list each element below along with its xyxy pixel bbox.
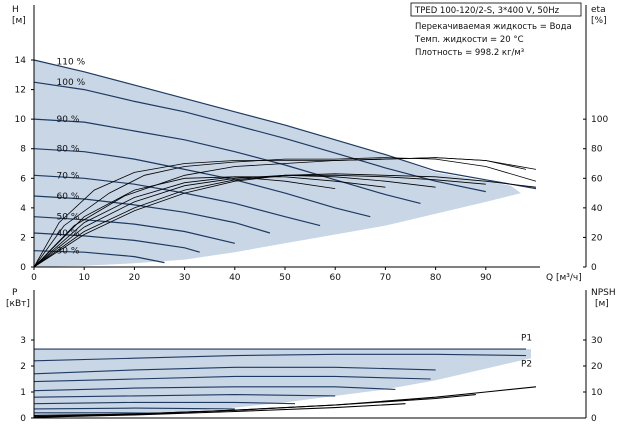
speed-label: 80 % <box>57 145 80 155</box>
speed-label: 90 % <box>57 115 80 125</box>
x-tick-label: 20 <box>129 273 141 283</box>
head-curve <box>33 216 235 244</box>
head-axes: 0 10 20 30 40 50 60 70 80 90024681012140204060801… <box>15 5 608 283</box>
npsh-tick-label: 20 <box>591 362 603 372</box>
npsh-y-unit: [м] <box>595 299 609 309</box>
eta-y-label: eta <box>591 5 606 15</box>
npsh-curves <box>33 386 537 418</box>
head-curve <box>33 232 200 253</box>
x-tick-label: 40 <box>229 273 241 283</box>
head-curve <box>33 148 371 218</box>
y-tick-label: 2 <box>20 233 26 243</box>
speed-label: 50 % <box>57 213 80 223</box>
x-tick-label: 0 <box>31 273 37 283</box>
p1-label: P1 <box>521 334 532 344</box>
eta-tick-label: 20 <box>591 233 603 243</box>
power-y-tick-label: 2 <box>20 362 26 372</box>
x-tick-label: 60 <box>329 273 341 283</box>
efficiency-curves <box>33 157 537 268</box>
power-curves <box>33 348 527 414</box>
power-curve <box>33 407 235 410</box>
power-y-tick-label: 1 <box>20 388 26 398</box>
power-curve <box>33 366 436 375</box>
power-curve <box>33 353 527 362</box>
speed-label: 60 % <box>57 192 80 202</box>
flow-x-label: Q [м³/ч] <box>546 273 582 283</box>
y-tick-label: 10 <box>15 115 27 125</box>
power-curve <box>33 375 431 383</box>
y-tick-label: 4 <box>20 204 26 214</box>
eta-tick-label: 40 <box>591 204 603 214</box>
x-tick-label: 70 <box>380 273 392 283</box>
npsh-tick-label: 10 <box>591 388 603 398</box>
efficiency-curve <box>33 174 486 268</box>
head-y-unit: [м] <box>12 16 26 26</box>
power-y-unit: [кВт] <box>6 299 30 309</box>
eta-tick-label: 0 <box>591 263 597 273</box>
power-y-tick-label: 3 <box>20 336 26 346</box>
head-curves <box>33 59 537 264</box>
head-curve <box>33 195 271 234</box>
power-y-label: P <box>12 288 18 298</box>
power-curve <box>33 401 296 405</box>
npsh-tick-label: 0 <box>591 414 597 424</box>
efficiency-curve <box>33 174 436 268</box>
speed-label: 70 % <box>57 171 80 181</box>
x-tick-label: 30 <box>179 273 191 283</box>
head-curve <box>33 81 486 193</box>
y-tick-label: 12 <box>15 86 26 96</box>
head-y-label: H <box>12 5 19 15</box>
speed-label: 110 % <box>57 57 86 67</box>
x-tick-label: 90 <box>480 273 492 283</box>
head-curve <box>33 250 165 264</box>
p2-label: P2 <box>521 360 532 370</box>
speed-label: 100 % <box>57 78 86 88</box>
density-info: Плотность = 998.2 кг/м³ <box>415 48 524 58</box>
speed-labels: 110 % 100 % 90 % 80 % 70 % 60 % 50 % 40 % 30 % <box>57 57 86 256</box>
x-tick-label: 50 <box>279 273 291 283</box>
npsh-tick-label: 30 <box>591 336 603 346</box>
npsh-y-label: NPSH <box>591 288 616 298</box>
eta-tick-label: 60 <box>591 174 603 184</box>
efficiency-curve <box>33 176 386 268</box>
power-curve <box>33 394 336 398</box>
y-tick-label: 6 <box>20 174 26 184</box>
efficiency-curve <box>33 157 537 268</box>
power-curve <box>33 386 396 392</box>
speed-label: 40 % <box>57 229 80 239</box>
eta-tick-label: 100 <box>591 115 608 125</box>
head-curve <box>33 59 537 190</box>
y-tick-label: 8 <box>20 145 26 155</box>
efficiency-curve <box>33 176 336 268</box>
x-tick-label: 10 <box>78 273 90 283</box>
eta-y-unit: [%] <box>591 16 607 26</box>
liquid-info: Перекачиваемая жидкость = Вода <box>415 22 572 32</box>
x-tick-label: 80 <box>430 273 442 283</box>
eta-tick-label: 80 <box>591 145 603 155</box>
y-tick-label: 0 <box>20 263 26 273</box>
speed-label: 30 % <box>57 247 80 257</box>
head-panel: 110 % 100 % 90 % 80 % 70 % 60 % 50 % 40 % 30 % 0… <box>12 5 608 283</box>
head-curve <box>33 118 421 204</box>
npsh-curve <box>33 394 476 418</box>
npsh-curve <box>33 403 406 418</box>
info-box: TPED 100-120/2-S, 3*400 V, 50Hz Перекачи… <box>410 2 582 58</box>
info-box-frame <box>410 2 582 17</box>
pump-title: TPED 100-120/2-S, 3*400 V, 50Hz <box>414 6 560 16</box>
power-y-tick-label: 0 <box>20 414 26 424</box>
temperature-info: Темп. жидкости = 20 °C <box>414 35 524 45</box>
power-envelope <box>34 349 531 418</box>
efficiency-curve <box>33 157 537 268</box>
y-tick-label: 14 <box>15 56 27 66</box>
